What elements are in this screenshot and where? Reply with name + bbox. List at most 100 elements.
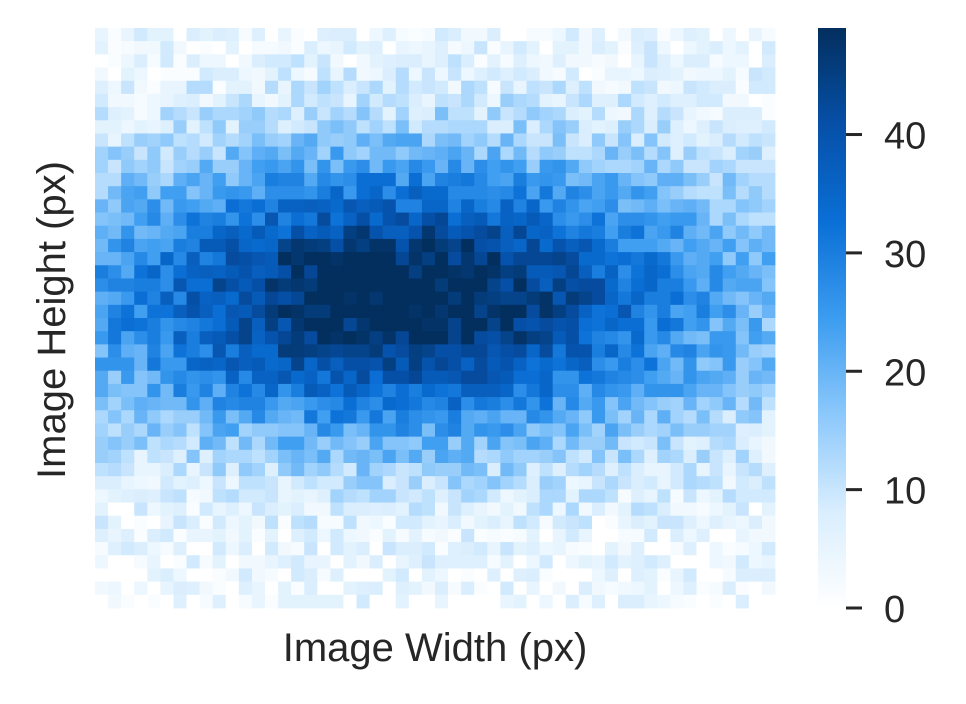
heatmap-cell: [748, 93, 763, 108]
heatmap-cell: [278, 581, 292, 596]
heatmap-cell: [709, 252, 724, 266]
heatmap-cell: [421, 568, 436, 583]
heatmap-cell: [500, 199, 514, 213]
heatmap-cell: [448, 594, 462, 609]
heatmap-cell: [134, 159, 148, 174]
heatmap-cell: [748, 54, 763, 68]
heatmap-cell: [212, 581, 227, 596]
heatmap-cell: [761, 476, 776, 490]
heatmap-cell: [278, 318, 292, 332]
heatmap-cell: [95, 423, 109, 438]
heatmap-cell: [304, 331, 318, 345]
heatmap-cell: [631, 54, 645, 68]
heatmap-cell: [251, 357, 266, 372]
heatmap-cell: [121, 28, 135, 42]
heatmap-cell: [578, 568, 593, 583]
heatmap-cell: [186, 397, 201, 411]
heatmap-cell: [225, 173, 240, 187]
heatmap-cell: [631, 67, 645, 82]
heatmap-cell: [618, 41, 632, 55]
heatmap-cell: [134, 93, 148, 108]
heatmap-cell: [186, 436, 201, 451]
heatmap-cell: [95, 344, 109, 358]
heatmap-cell: [683, 252, 697, 266]
heatmap-cell: [421, 542, 436, 556]
heatmap-cell: [317, 357, 331, 372]
heatmap-cell: [500, 107, 514, 121]
heatmap-cell: [121, 173, 135, 187]
heatmap-cell: [605, 93, 619, 108]
heatmap-cell: [618, 502, 632, 517]
heatmap-cell: [265, 54, 279, 68]
heatmap-cell: [670, 93, 684, 108]
heatmap-cell: [513, 93, 527, 108]
heatmap-cell: [251, 318, 266, 332]
heatmap-cell: [147, 542, 161, 556]
heatmap-cell: [722, 568, 737, 583]
heatmap-cell: [408, 252, 423, 266]
heatmap-cell: [147, 212, 161, 227]
heatmap-cell: [134, 318, 148, 332]
heatmap-cell: [605, 265, 619, 279]
heatmap-cell: [147, 383, 161, 398]
heatmap-cell: [670, 463, 684, 477]
heatmap-cell: [121, 265, 135, 279]
heatmap-cell: [199, 120, 214, 134]
heatmap-cell: [160, 331, 174, 345]
heatmap-cell: [513, 357, 527, 372]
heatmap-cell: [212, 542, 227, 556]
heatmap-cell: [330, 410, 344, 424]
heatmap-cell: [696, 146, 711, 161]
heatmap-cell: [513, 133, 527, 148]
heatmap-cell: [408, 423, 423, 438]
heatmap-cell: [487, 357, 501, 372]
heatmap-cell: [670, 502, 684, 517]
heatmap-cell: [500, 318, 514, 332]
heatmap-cell: [395, 225, 410, 240]
heatmap-cell: [173, 568, 187, 583]
heatmap-cell: [238, 397, 253, 411]
heatmap-cell: [408, 212, 423, 227]
heatmap-cell: [578, 54, 593, 68]
heatmap-cell: [212, 67, 227, 82]
heatmap-cell: [278, 502, 292, 517]
heatmap-cell: [291, 476, 305, 490]
heatmap-cell: [291, 80, 305, 95]
heatmap-cell: [173, 383, 187, 398]
heatmap-cell: [382, 344, 397, 358]
heatmap-cell: [474, 199, 488, 213]
heatmap-cell: [304, 54, 318, 68]
heatmap-cell: [631, 41, 645, 55]
heatmap-cell: [291, 370, 305, 385]
heatmap-cell: [160, 581, 174, 596]
heatmap-cell: [317, 107, 331, 121]
heatmap-cell: [108, 318, 122, 332]
heatmap-cell: [565, 265, 580, 279]
heatmap-cell: [709, 238, 724, 253]
heatmap-cell: [173, 436, 187, 451]
heatmap-cell: [160, 120, 174, 134]
heatmap-cell: [644, 173, 658, 187]
heatmap-cell: [500, 568, 514, 583]
heatmap-cell: [605, 107, 619, 121]
heatmap-cell: [395, 133, 410, 148]
heatmap-cell: [709, 133, 724, 148]
heatmap-cell: [356, 555, 371, 569]
heatmap-cell: [748, 410, 763, 424]
heatmap-cell: [618, 80, 632, 95]
heatmap-cell: [278, 199, 292, 213]
heatmap-cell: [722, 225, 737, 240]
heatmap-cell: [134, 383, 148, 398]
heatmap-cell: [173, 515, 187, 530]
heatmap-cell: [291, 173, 305, 187]
heatmap-cell: [513, 515, 527, 530]
heatmap-cell: [618, 410, 632, 424]
heatmap-cell: [238, 291, 253, 306]
heatmap-cell: [251, 199, 266, 213]
heatmap-cell: [761, 357, 776, 372]
heatmap-cell: [382, 80, 397, 95]
heatmap-cell: [212, 265, 227, 279]
heatmap-cell: [500, 331, 514, 345]
heatmap-cell: [147, 436, 161, 451]
heatmap-cell: [709, 568, 724, 583]
